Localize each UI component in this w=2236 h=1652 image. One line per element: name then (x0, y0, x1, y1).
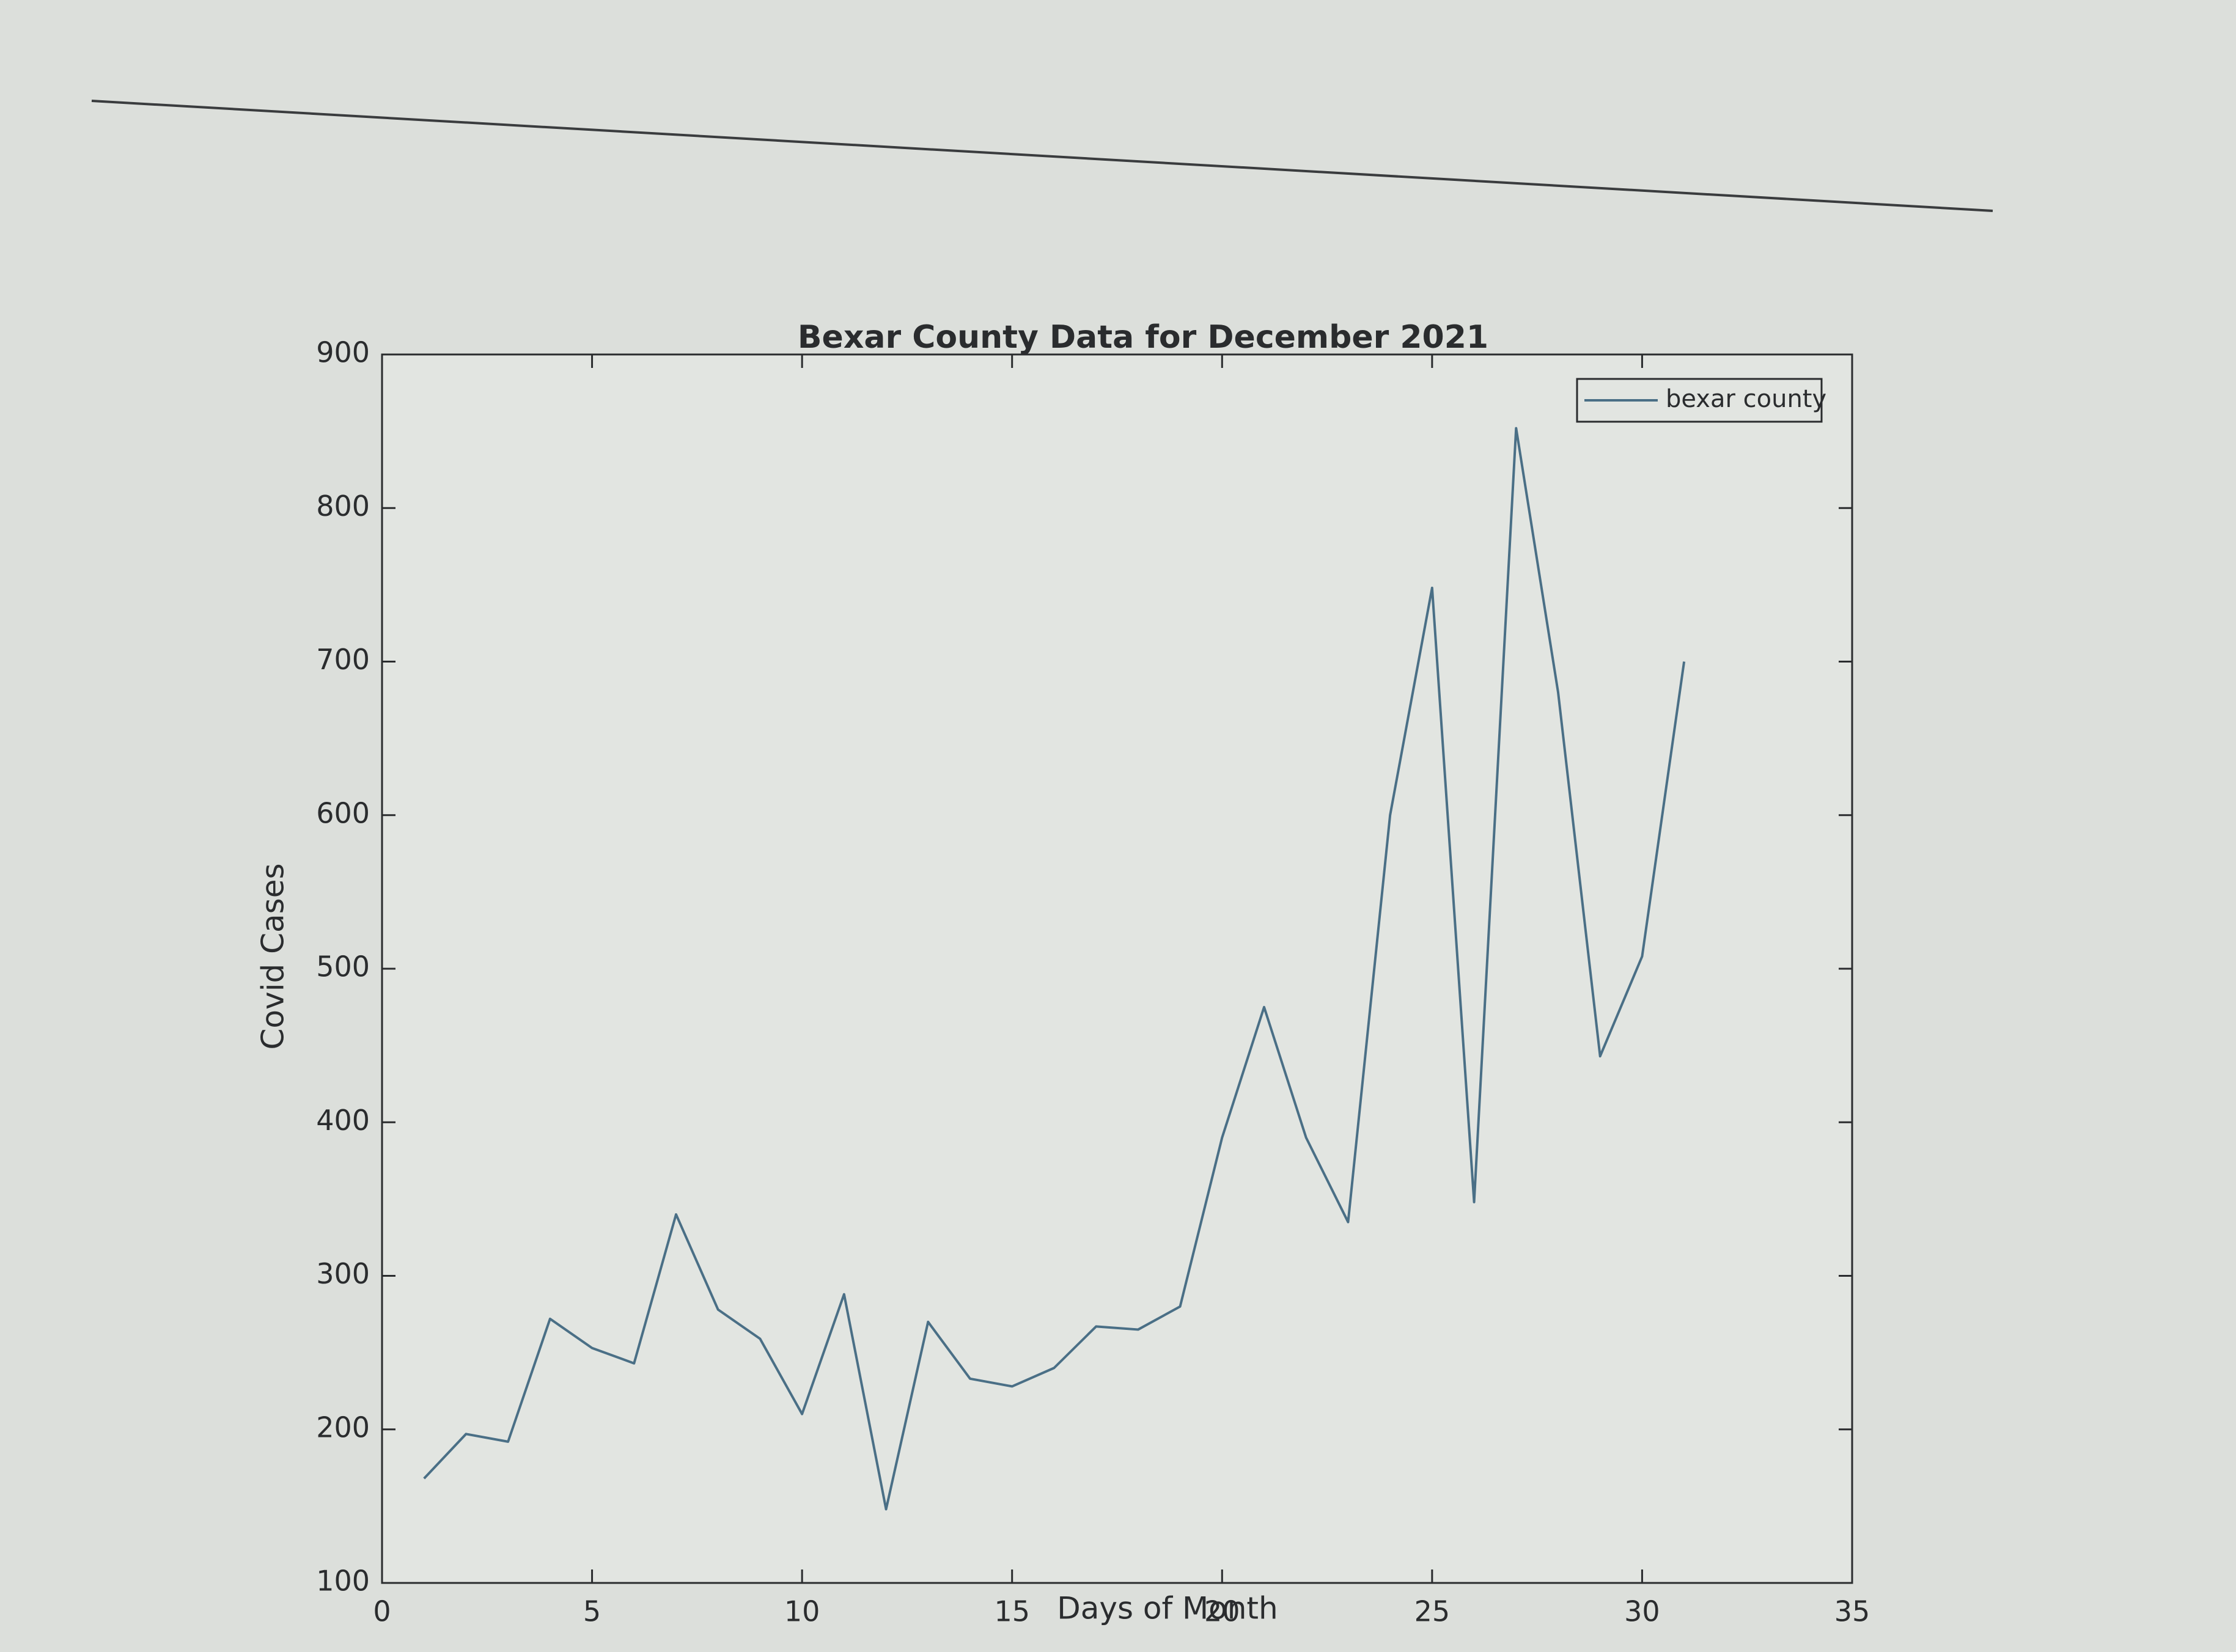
y-tick-label: 700 (316, 643, 370, 676)
x-tick-label: 20 (1204, 1595, 1240, 1628)
y-axis-label: Covid Cases (256, 863, 291, 1049)
x-tick-label: 0 (373, 1595, 391, 1628)
y-tick-label: 300 (316, 1257, 370, 1290)
y-tick-label: 200 (316, 1411, 370, 1444)
plot-area (381, 353, 1853, 1584)
page-divider (91, 100, 1993, 212)
x-tick-label: 15 (994, 1595, 1030, 1628)
x-axis-label: Days of Month (1057, 1591, 1278, 1626)
y-tick-label: 600 (316, 796, 370, 829)
y-tick-label: 500 (316, 950, 370, 983)
x-tick-label: 10 (784, 1595, 820, 1628)
x-tick-label: 30 (1624, 1595, 1660, 1628)
legend-label: bexar county (1666, 385, 1826, 413)
y-tick-label: 800 (316, 490, 370, 523)
y-tick-label: 900 (316, 336, 370, 369)
x-tick-label: 35 (1834, 1595, 1870, 1628)
x-tick-label: 5 (583, 1595, 601, 1628)
y-tick-label: 100 (316, 1565, 370, 1598)
data-line (423, 427, 1686, 1511)
x-tick-label: 25 (1414, 1595, 1451, 1628)
chart-title: Bexar County Data for December 2021 (798, 319, 1488, 356)
y-tick-label: 400 (316, 1104, 370, 1137)
